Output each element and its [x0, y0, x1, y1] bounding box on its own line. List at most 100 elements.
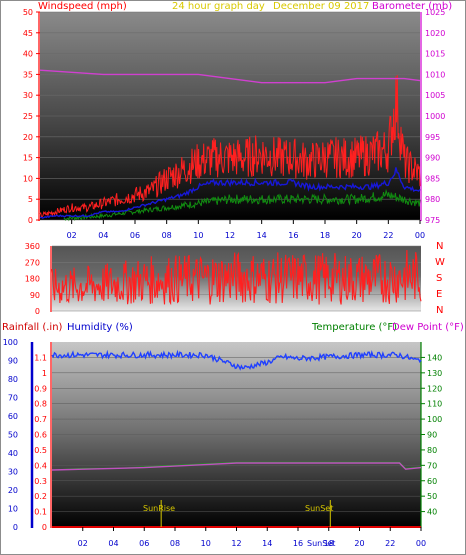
direction-tick-label: 0	[35, 307, 40, 316]
sunset-axis-label: SunSet	[307, 539, 335, 548]
humidity-x-tick-label: 18	[324, 539, 334, 548]
wind-x-tick-label: 10	[193, 231, 203, 240]
compass-label-n-bottom: N	[436, 305, 443, 316]
rainfall-tick-label: 0.3	[34, 477, 47, 486]
rainfall-tick-label: 1.1	[34, 353, 47, 362]
humidity-tick-label: 30	[8, 468, 18, 477]
wind-low-series	[63, 188, 421, 222]
wind-tick-label: 0	[28, 216, 33, 225]
wind-direction-series	[51, 249, 422, 306]
barometer-tick-label: 1015	[425, 50, 445, 59]
rainfall-tick-label: 0.9	[34, 384, 47, 393]
temperature-tick-label: 70	[427, 461, 437, 470]
rainfall-tick-label: 1	[42, 369, 47, 378]
graph-period-title: 24 hour graph day	[172, 1, 265, 12]
compass-label-e: E	[436, 289, 442, 300]
compass-label-n-top: N	[436, 241, 443, 252]
direction-tick-label: 360	[25, 242, 40, 251]
wind-tick-label: 45	[23, 29, 33, 38]
wind-tick-label: 5	[28, 195, 33, 204]
barometer-tick-label: 995	[425, 133, 440, 142]
rainfall-tick-label: 0.2	[34, 492, 47, 501]
windspeed-axis-title: Windspeed (mph)	[38, 1, 127, 12]
temperature-tick-label: 120	[427, 384, 442, 393]
rainfall-tick-label: 0.6	[34, 431, 47, 440]
wind-x-tick-label: 16	[288, 231, 298, 240]
humidity-tick-label: 0	[13, 523, 18, 532]
humidity-x-tick-label: 22	[385, 539, 395, 548]
sunrise-label: SunRise	[143, 504, 175, 513]
temperature-tick-label: 60	[427, 477, 437, 486]
barometer-axis-title: Barometer (mb)	[372, 1, 452, 12]
humidity-tick-label: 80	[8, 375, 18, 384]
wind-x-tick-label: 06	[130, 231, 140, 240]
temperature-tick-label: 130	[427, 369, 442, 378]
average-wind-series	[39, 167, 421, 219]
barometer-tick-label: 1010	[425, 70, 445, 79]
temperature-tick-label: 100	[427, 415, 442, 424]
rainfall-tick-label: 0.5	[34, 446, 47, 455]
humidity-x-tick-label: 12	[231, 539, 241, 548]
humidity-x-tick-label: 14	[262, 539, 272, 548]
wind-x-tick-label: 14	[257, 231, 267, 240]
barometer-tick-label: 1000	[425, 112, 445, 121]
compass-label-s: S	[436, 273, 442, 284]
barometer-tick-label: 985	[425, 174, 440, 183]
direction-tick-label: 270	[25, 258, 40, 267]
humidity-tick-label: 20	[8, 486, 18, 495]
humidity-tick-label: 10	[8, 505, 18, 514]
humidity-tick-label: 60	[8, 412, 18, 421]
rainfall-tick-label: 0.1	[34, 508, 47, 517]
barometer-tick-label: 1025	[425, 8, 445, 17]
wind-x-tick-label: 22	[383, 231, 393, 240]
barometer-tick-label: 975	[425, 216, 440, 225]
barometer-tick-label: 990	[425, 154, 440, 163]
temperature-axis-title: Temperature (°F)	[311, 322, 397, 333]
humidity-tick-label: 70	[8, 394, 18, 403]
humidity-series	[51, 349, 422, 371]
humidity-x-tick-label: 02	[78, 539, 88, 548]
wind-tick-label: 30	[23, 91, 33, 100]
wind-tick-label: 10	[23, 174, 33, 183]
barometer-tick-label: 980	[425, 195, 440, 204]
wind-x-tick-label: 20	[352, 231, 362, 240]
wind-x-tick-label: 00	[415, 231, 425, 240]
rainfall-tick-label: 0	[42, 523, 47, 532]
wind-tick-label: 40	[23, 50, 33, 59]
wind-x-tick-label: 18	[320, 231, 330, 240]
direction-tick-label: 180	[25, 275, 40, 284]
dewpoint-axis-title: Dew Point (°F)	[392, 322, 464, 333]
wind-tick-label: 35	[23, 70, 33, 79]
temperature-tick-label: 40	[427, 508, 437, 517]
humidity-tick-label: 50	[8, 431, 18, 440]
humidity-tick-label: 90	[8, 357, 18, 366]
temperature-tick-label: 50	[427, 492, 437, 501]
temperature-tick-label: 140	[427, 353, 442, 362]
windspeed-series	[39, 75, 421, 219]
graph-date-title: December 09 2017	[273, 1, 369, 12]
wind-tick-label: 50	[23, 8, 33, 17]
direction-tick-label: 90	[30, 291, 40, 300]
wind-x-tick-label: 12	[225, 231, 235, 240]
barometer-tick-label: 1005	[425, 91, 445, 100]
barometer-tick-label: 1020	[425, 29, 445, 38]
temperature-tick-label: 110	[427, 400, 442, 409]
temperature-tick-label: 90	[427, 431, 437, 440]
barometer-series	[39, 69, 421, 84]
temperature-tick-label: 80	[427, 446, 437, 455]
dewpoint-series	[51, 462, 422, 471]
humidity-x-tick-label: 06	[139, 539, 149, 548]
wind-x-tick-label: 08	[162, 231, 172, 240]
humidity-x-tick-label: 20	[354, 539, 364, 548]
wind-x-tick-label: 04	[98, 231, 108, 240]
humidity-x-tick-label: 00	[416, 539, 426, 548]
sunset-label: SunSet	[305, 504, 333, 513]
humidity-x-tick-label: 04	[108, 539, 118, 548]
rainfall-tick-label: 0.4	[34, 461, 47, 470]
wind-x-tick-label: 02	[67, 231, 77, 240]
rainfall-tick-label: 0.7	[34, 415, 47, 424]
humidity-x-tick-label: 08	[170, 539, 180, 548]
rainfall-tick-label: 0.8	[34, 400, 47, 409]
wind-tick-label: 15	[23, 154, 33, 163]
